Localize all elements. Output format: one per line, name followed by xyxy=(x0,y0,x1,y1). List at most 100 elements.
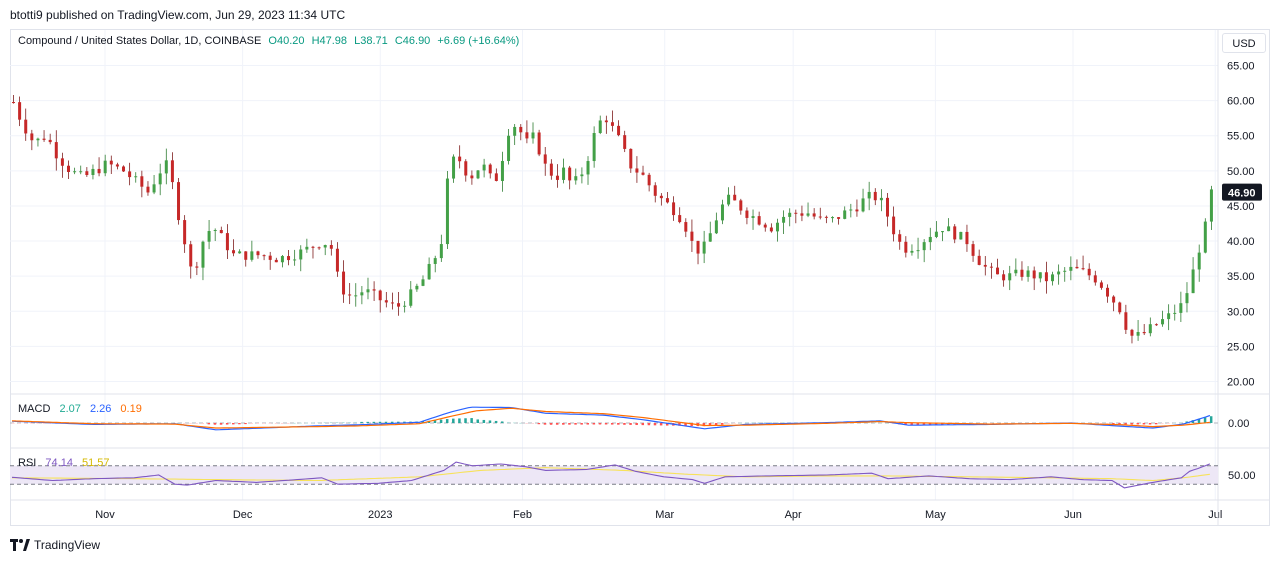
macd-histogram-bar xyxy=(201,423,204,425)
candle-body xyxy=(1154,324,1158,326)
candle-body xyxy=(934,231,938,237)
candle-body xyxy=(158,173,162,185)
chart-frame xyxy=(10,29,1270,526)
candle-body xyxy=(195,266,199,268)
macd-histogram-bar xyxy=(488,420,492,423)
macd-histogram-bar xyxy=(916,423,920,426)
macd-histogram-bar xyxy=(1093,423,1097,424)
candle-body xyxy=(1081,268,1085,270)
price-axis-label: 50.00 xyxy=(1227,166,1255,178)
candle-body xyxy=(317,247,321,249)
candle-body xyxy=(794,212,798,214)
candle-body xyxy=(574,176,578,181)
macd-histogram-bar xyxy=(1142,423,1146,425)
candle-body xyxy=(885,197,889,217)
candle-body xyxy=(1038,272,1042,279)
candle-body xyxy=(1032,270,1036,279)
macd-histogram-bar xyxy=(238,423,241,425)
candle-body xyxy=(769,227,773,232)
macd-histogram-bar xyxy=(641,423,645,426)
candle-body xyxy=(543,154,547,164)
macd-histogram-bar xyxy=(1130,423,1133,425)
candle-body xyxy=(146,186,150,193)
candle-body xyxy=(372,289,376,291)
candle-body xyxy=(1057,271,1061,275)
macd-histogram-bar xyxy=(647,423,651,426)
symbol-name[interactable]: Compound / United States Dollar, 1D, COI… xyxy=(18,35,262,47)
macd-histogram-bar xyxy=(250,423,253,424)
time-axis-label: Jul xyxy=(1208,509,1222,521)
macd-histogram-bar xyxy=(922,423,926,426)
macd-line-value: 2.26 xyxy=(89,403,112,415)
candle-body xyxy=(458,156,462,162)
candle-body xyxy=(238,251,242,254)
macd-histogram-bar xyxy=(1154,423,1158,425)
candle-body xyxy=(549,163,553,176)
macd-histogram-bar xyxy=(366,421,369,423)
candle-body xyxy=(837,217,841,219)
footer-brand[interactable]: TradingView xyxy=(10,538,100,552)
macd-histogram-bar xyxy=(348,422,351,423)
macd-histogram-bar xyxy=(684,423,687,426)
macd-histogram-bar xyxy=(690,423,693,426)
candle-body xyxy=(800,213,804,216)
candle-body xyxy=(733,194,737,201)
candle-body xyxy=(1106,287,1110,297)
price-pane: 65.00 60.00 55.00 50.00 45.00 40.00 35.00 30.00… xyxy=(10,30,1262,521)
candle-body xyxy=(1203,221,1207,253)
candle-body xyxy=(232,250,236,254)
rsi-value: 74.14 xyxy=(45,457,73,469)
price-axis-label: 65.00 xyxy=(1227,61,1255,73)
macd-histogram-bar xyxy=(910,423,913,426)
candle-body xyxy=(659,195,663,199)
candle-body xyxy=(280,256,284,263)
candle-body xyxy=(763,224,767,228)
candle-body xyxy=(30,133,34,141)
candle-body xyxy=(384,300,388,303)
candle-body xyxy=(745,210,749,218)
candle-body xyxy=(500,160,504,181)
rsi-ma-value: 51.57 xyxy=(82,457,110,469)
macd-histogram-bar xyxy=(470,418,473,423)
macd-histogram-bar xyxy=(574,423,577,425)
candle-body xyxy=(910,250,914,253)
price-axis-label: 20.00 xyxy=(1227,376,1255,388)
macd-histogram-bar xyxy=(403,421,406,423)
macd-histogram-bar xyxy=(549,423,553,425)
macd-line xyxy=(11,406,1211,431)
time-axis-label: 2023 xyxy=(368,509,392,521)
macd-histogram-bar xyxy=(592,423,596,425)
currency-button[interactable]: USD xyxy=(1222,33,1266,53)
macd-histogram-bar xyxy=(195,423,198,424)
macd-histogram-bar xyxy=(904,423,907,426)
rsi-title[interactable]: RSI xyxy=(18,457,37,469)
macd-histogram-bar xyxy=(274,423,278,424)
macd-histogram-bar xyxy=(177,422,180,424)
candle-body xyxy=(85,171,89,175)
candle-body xyxy=(122,166,126,172)
candle-body xyxy=(1136,332,1140,336)
candle-body xyxy=(213,229,217,232)
macd-histogram-bar xyxy=(464,418,467,423)
candle-body xyxy=(873,191,877,201)
macd-title[interactable]: MACD xyxy=(18,403,51,415)
candle-body xyxy=(476,170,480,179)
macd-histogram-bar xyxy=(317,422,321,424)
macd-histogram-bar xyxy=(207,423,211,425)
macd-histogram-bar xyxy=(1209,416,1213,423)
candle-body xyxy=(806,213,810,216)
candle-body xyxy=(672,202,676,216)
candle-body xyxy=(109,160,113,165)
macd-histogram-bar xyxy=(665,423,669,426)
candle-body xyxy=(629,148,633,169)
macd-histogram-bar xyxy=(727,423,730,425)
macd-histogram-bar xyxy=(885,422,889,424)
macd-histogram-bar xyxy=(189,423,192,424)
candle-body xyxy=(617,125,621,136)
candle-body xyxy=(562,167,566,180)
candle-body xyxy=(48,139,52,143)
macd-histogram-bar xyxy=(555,423,559,425)
candle-body xyxy=(140,176,144,187)
macd-histogram-bar xyxy=(623,423,626,425)
